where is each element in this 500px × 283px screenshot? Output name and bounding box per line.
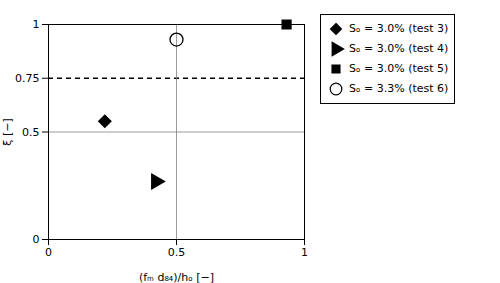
html-text:Sₒ = 3.0% (test 3): Sₒ = 3.0% (test 3) [349,22,449,35]
svg-text:0: 0 [45,246,52,259]
svg-text:(fₘ d₈₄)/hₒ [−]: (fₘ d₈₄)/hₒ [−] [139,271,214,283]
svg-text:0.75: 0.75 [15,72,40,85]
svg-text:0.5: 0.5 [22,126,40,139]
svg-text:0: 0 [33,233,40,246]
svg-text:ξ [−]: ξ [−] [1,118,14,145]
html-text:Sₒ = 3.3% (test 6): Sₒ = 3.3% (test 6) [349,82,449,95]
html-text:Sₒ = 3.0% (test 4): Sₒ = 3.0% (test 4) [349,42,449,55]
html-text:Sₒ = 3.0% (test 5): Sₒ = 3.0% (test 5) [349,62,449,75]
svg-text:1: 1 [301,246,308,259]
svg-text:0.5: 0.5 [168,246,186,259]
svg-text:1: 1 [33,18,40,31]
